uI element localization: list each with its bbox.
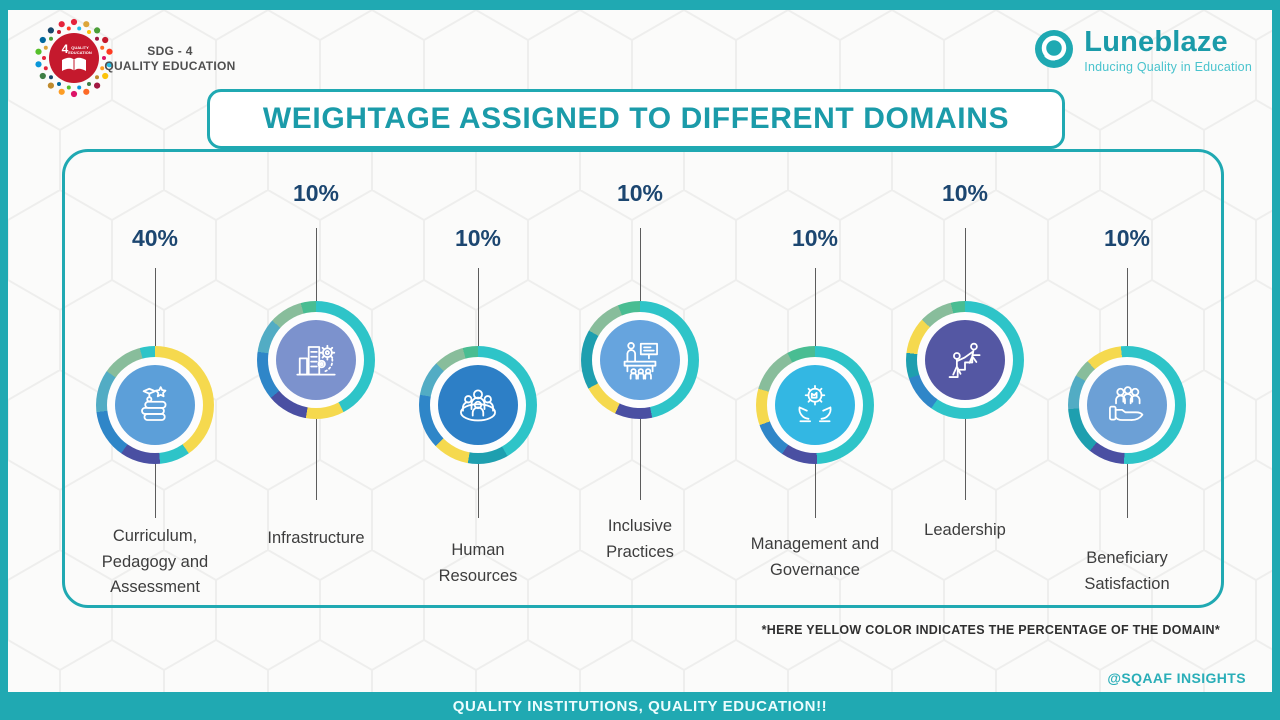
domain-icon-circle (925, 320, 1005, 400)
domain-ring (257, 301, 375, 419)
domain-label: Human Resources (438, 541, 518, 585)
brand-text: Luneblaze Inducing Quality in Education (1084, 26, 1252, 75)
domain-label: Inclusive Practices (606, 517, 674, 561)
domain-ring (96, 346, 214, 464)
sdg4-label-line1: SDG - 4 (147, 44, 193, 58)
domain-percentage: 40% (131, 225, 179, 251)
domain-ring (419, 346, 537, 464)
leadership-stairs-icon (948, 342, 981, 378)
domain-label: Management and Governance (750, 535, 880, 579)
title-box: WEIGHTAGE ASSIGNED TO DIFFERENT DOMAINS (207, 89, 1065, 149)
sdg4-wheel-logo: 4 QUALITY EDUCATION (28, 12, 120, 104)
hand-people-icon (1109, 386, 1144, 421)
svg-text:EDUCATION: EDUCATION (68, 50, 92, 55)
domain-icon-circle (600, 320, 680, 400)
footer-bar: QUALITY INSTITUTIONS, QUALITY EDUCATION!… (0, 692, 1280, 720)
domain-label: Infrastructure (267, 529, 365, 547)
credit-handle: @SQAAF INSIGHTS (1107, 670, 1246, 686)
domain-percentage: 10% (1103, 225, 1151, 251)
domain-icon-circle (276, 320, 356, 400)
domain-ring (756, 346, 874, 464)
domains-panel (62, 149, 1224, 608)
domain-ring (906, 301, 1024, 419)
domain-icon-circle (115, 365, 195, 445)
domain-percentage: 10% (941, 180, 989, 206)
sdg4-wheel-icon: 4 QUALITY EDUCATION (35, 18, 113, 98)
brand-tagline: Inducing Quality in Education (1084, 60, 1252, 74)
domain-label: Curriculum, Pedagogy and Assessment (101, 527, 209, 597)
buildings-gears-icon (296, 344, 336, 376)
brand-name: Luneblaze (1084, 26, 1228, 58)
yellow-color-note: *HERE YELLOW COLOR INDICATES THE PERCENT… (761, 623, 1220, 637)
classroom-icon (623, 342, 658, 380)
domain-percentage: 10% (454, 225, 502, 251)
domain-ring (1068, 346, 1186, 464)
domain-label: Beneficiary Satisfaction (1084, 549, 1170, 593)
brand-logo: Luneblaze Inducing Quality in Education (1033, 28, 1252, 74)
domain-percentage: 10% (292, 180, 340, 206)
books-graduation-icon (141, 386, 167, 421)
svg-text:QUALITY: QUALITY (71, 45, 89, 50)
luneblaze-ring-icon (1035, 30, 1074, 68)
domain-ring (581, 301, 699, 419)
domain-label: Leadership (924, 521, 1006, 539)
domain-icon-circle (775, 365, 855, 445)
domain-percentage: 10% (791, 225, 839, 251)
sdg4-label: SDG - 4 QUALITY EDUCATION (104, 44, 236, 74)
domain-icon-circle (1087, 365, 1167, 445)
hands-gear-icon (798, 385, 832, 423)
svg-text:4: 4 (62, 42, 69, 56)
domain-percentage: 10% (616, 180, 664, 206)
page-title: WEIGHTAGE ASSIGNED TO DIFFERENT DOMAINS (262, 102, 1010, 135)
footer-slogan: QUALITY INSTITUTIONS, QUALITY EDUCATION!… (452, 697, 828, 715)
sdg4-label-line2: QUALITY EDUCATION (104, 59, 236, 73)
people-group-icon (460, 389, 496, 422)
domain-icon-circle (438, 365, 518, 445)
